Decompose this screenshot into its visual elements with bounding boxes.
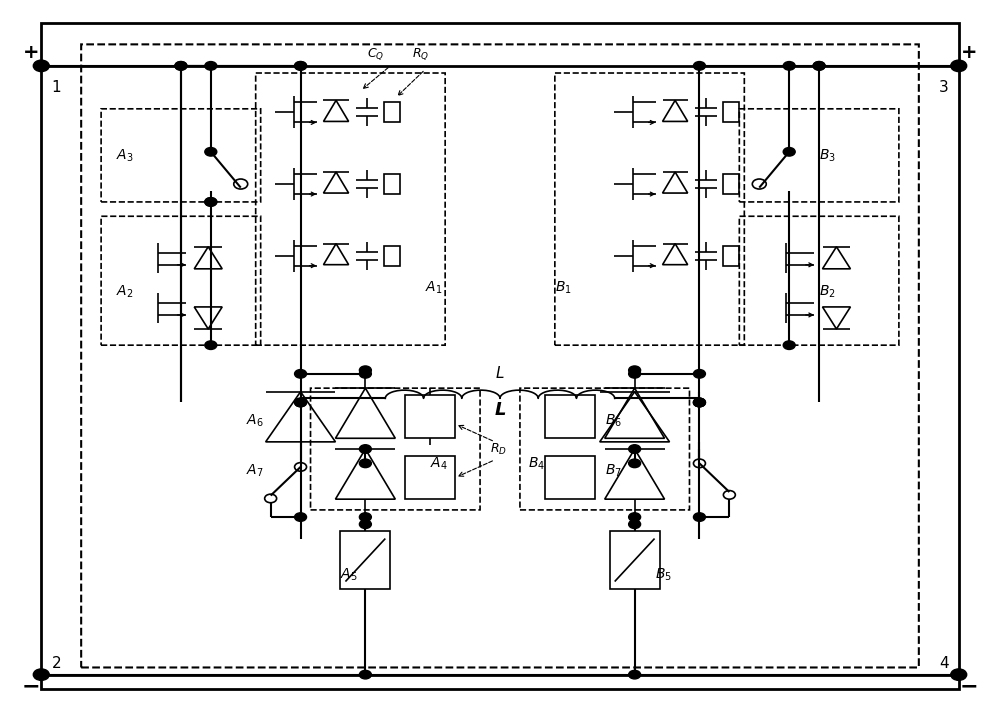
Circle shape	[359, 670, 371, 679]
Circle shape	[175, 62, 187, 70]
Bar	[340, 531, 390, 589]
Text: 3: 3	[939, 80, 949, 95]
Circle shape	[783, 62, 795, 70]
Bar	[405, 395, 455, 439]
Bar	[545, 456, 595, 499]
Circle shape	[629, 445, 641, 453]
Circle shape	[693, 62, 705, 70]
Circle shape	[629, 670, 641, 679]
Text: L: L	[494, 400, 506, 418]
Circle shape	[295, 62, 307, 70]
Text: $B_4$: $B_4$	[528, 455, 545, 472]
Circle shape	[359, 459, 371, 467]
Text: +: +	[23, 43, 40, 63]
Text: $A_2$: $A_2$	[116, 283, 134, 300]
Bar	[384, 102, 400, 122]
Circle shape	[693, 398, 705, 407]
Text: 2: 2	[51, 656, 61, 672]
Text: −: −	[22, 676, 41, 696]
Bar	[384, 246, 400, 266]
Circle shape	[783, 147, 795, 156]
Circle shape	[813, 62, 825, 70]
Circle shape	[693, 398, 705, 407]
Circle shape	[175, 62, 187, 70]
Circle shape	[693, 398, 705, 407]
Text: $B_7$: $B_7$	[605, 462, 622, 479]
Circle shape	[295, 513, 307, 521]
Circle shape	[205, 62, 217, 70]
Bar	[723, 246, 739, 266]
Text: L: L	[496, 366, 504, 381]
Text: $A_1$: $A_1$	[425, 280, 443, 296]
Circle shape	[33, 669, 49, 680]
Bar	[723, 102, 739, 122]
Bar	[723, 174, 739, 194]
Circle shape	[629, 459, 641, 467]
Bar	[545, 395, 595, 439]
Text: $C_Q$: $C_Q$	[367, 47, 384, 63]
Text: $A_7$: $A_7$	[246, 462, 263, 479]
Circle shape	[295, 370, 307, 378]
Circle shape	[783, 341, 795, 349]
Circle shape	[359, 445, 371, 453]
Circle shape	[813, 62, 825, 70]
Circle shape	[205, 341, 217, 349]
Text: 1: 1	[51, 80, 61, 95]
Circle shape	[295, 398, 307, 407]
Text: −: −	[959, 676, 978, 696]
Bar	[610, 531, 660, 589]
Text: $A_5$: $A_5$	[340, 566, 358, 582]
Text: $A_4$: $A_4$	[430, 455, 448, 472]
Text: $R_Q$: $R_Q$	[412, 47, 429, 63]
Text: $A_6$: $A_6$	[246, 412, 263, 429]
Text: $R_D$: $R_D$	[490, 441, 507, 457]
Circle shape	[693, 513, 705, 521]
Circle shape	[951, 669, 967, 680]
Circle shape	[359, 370, 371, 378]
Circle shape	[629, 520, 641, 528]
Text: $B_3$: $B_3$	[819, 147, 836, 164]
Circle shape	[629, 513, 641, 521]
Circle shape	[693, 370, 705, 378]
Circle shape	[205, 198, 217, 206]
Circle shape	[359, 513, 371, 521]
Bar	[384, 174, 400, 194]
Text: $B_6$: $B_6$	[605, 412, 622, 429]
Circle shape	[629, 366, 641, 375]
Circle shape	[295, 398, 307, 407]
Text: $B_2$: $B_2$	[819, 283, 836, 300]
Text: +: +	[960, 43, 977, 63]
Circle shape	[205, 147, 217, 156]
Circle shape	[33, 60, 49, 72]
Circle shape	[205, 198, 217, 206]
Circle shape	[359, 366, 371, 375]
Text: $A_3$: $A_3$	[116, 147, 134, 164]
Bar	[405, 456, 455, 499]
Circle shape	[951, 60, 967, 72]
Text: 4: 4	[939, 656, 949, 672]
Circle shape	[295, 62, 307, 70]
Text: $B_5$: $B_5$	[655, 566, 672, 582]
Text: $B_1$: $B_1$	[555, 280, 572, 296]
Circle shape	[629, 370, 641, 378]
Circle shape	[359, 520, 371, 528]
